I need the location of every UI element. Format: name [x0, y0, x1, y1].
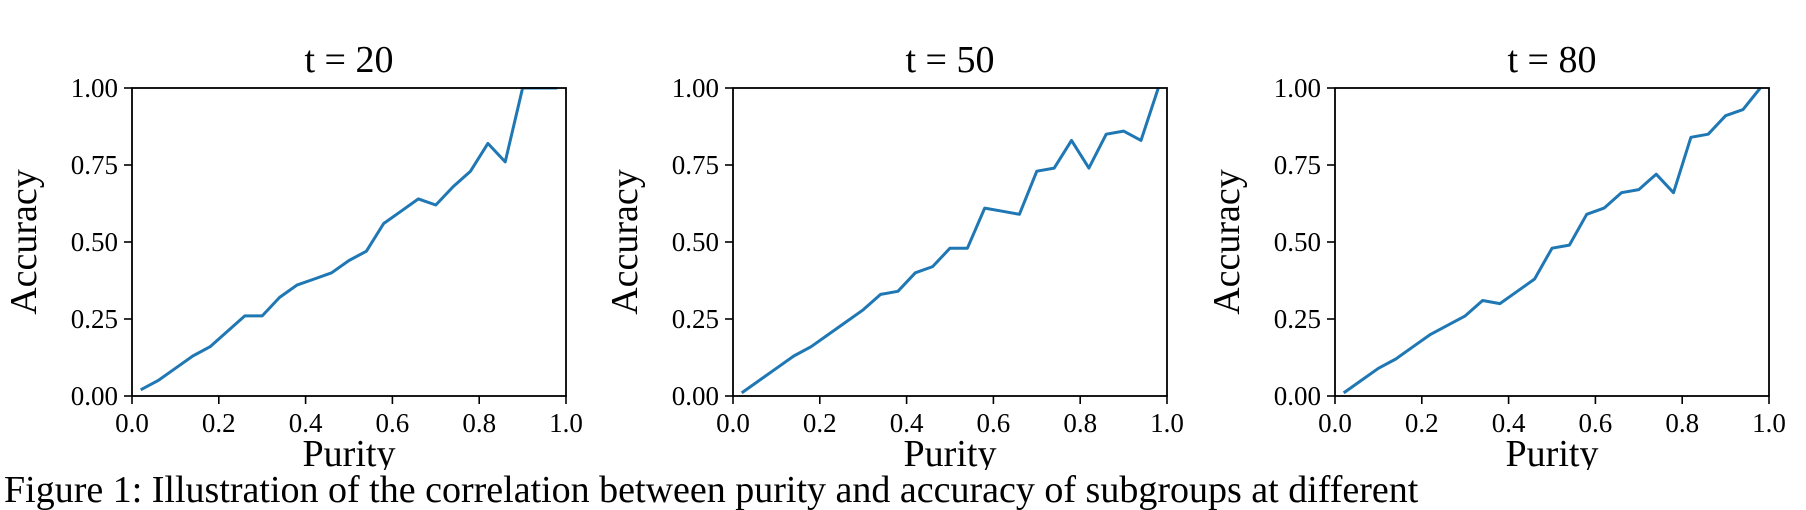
- x-tick-label: 0.6: [977, 408, 1011, 438]
- y-tick-label: 0.50: [1274, 227, 1321, 257]
- y-tick-label: 0.75: [672, 150, 719, 180]
- x-axis-label: Purity: [1506, 433, 1599, 470]
- data-line: [1342, 87, 1762, 395]
- chart-panel-2: 0.0 0.2 0.4 0.6 0.8 1.0 0.00 0.25 0.50 0.75 1.00 t …: [604, 39, 1184, 470]
- figure-canvas: 0.0 0.2 0.4 0.6 0.8 1.0 0.00 0.25 0.50 0.75 1.00 t …: [3, 39, 1786, 470]
- figure-caption: Figure 1: Illustration of the correlatio…: [0, 470, 1806, 510]
- y-axis-label: Accuracy: [604, 169, 646, 315]
- x-tick-label: 1.0: [1752, 408, 1786, 438]
- chart-panel-1: 0.0 0.2 0.4 0.6 0.8 1.0 0.00 0.25 0.50 0.75 1.00 t …: [3, 39, 583, 470]
- chart-panel-3: 0.0 0.2 0.4 0.6 0.8 1.0 0.00 0.25 0.50 0.75 1.00 t …: [1206, 39, 1786, 470]
- x-tick-label: 1.0: [549, 408, 583, 438]
- y-tick-label: 0.00: [1274, 381, 1321, 411]
- y-tick-label: 1.00: [71, 73, 118, 103]
- y-tick-label: 0.00: [672, 381, 719, 411]
- x-tick-label: 0.0: [716, 408, 750, 438]
- axes-frame: [732, 87, 1168, 397]
- x-tick-label: 0.4: [890, 408, 924, 438]
- x-tick-label: 0.8: [1063, 408, 1097, 438]
- y-axis-label: Accuracy: [1206, 169, 1248, 315]
- y-tick-label: 0.50: [672, 227, 719, 257]
- data-line: [740, 87, 1160, 395]
- y-axis-label: Accuracy: [3, 169, 45, 315]
- chart-title: t = 80: [1508, 39, 1597, 81]
- y-tick-label: 0.25: [1274, 304, 1321, 334]
- chart-title: t = 50: [906, 39, 995, 81]
- x-tick-label: 0.4: [1492, 408, 1526, 438]
- y-tick-label: 0.00: [71, 381, 118, 411]
- chart-title: t = 20: [305, 39, 394, 81]
- x-tick-label: 0.0: [115, 408, 149, 438]
- figure-caption-text: Figure 1: Illustration of the correlatio…: [4, 470, 1419, 510]
- x-axis-label: Purity: [904, 433, 997, 470]
- y-tick-label: 0.75: [71, 150, 118, 180]
- x-tick-label: 0.2: [803, 408, 837, 438]
- x-tick-label: 0.4: [289, 408, 323, 438]
- x-tick-label: 1.0: [1150, 408, 1184, 438]
- x-tick-label: 0.2: [1405, 408, 1439, 438]
- y-tick-label: 0.25: [71, 304, 118, 334]
- x-tick-label: 0.2: [202, 408, 236, 438]
- x-tick-label: 0.8: [462, 408, 496, 438]
- y-tick-label: 0.50: [71, 227, 118, 257]
- x-tick-label: 0.6: [376, 408, 410, 438]
- y-tick-label: 0.25: [672, 304, 719, 334]
- x-tick-label: 0.8: [1665, 408, 1699, 438]
- x-tick-label: 0.0: [1318, 408, 1352, 438]
- axes-frame: [131, 87, 567, 397]
- y-tick-label: 0.75: [1274, 150, 1321, 180]
- data-line: [139, 87, 558, 392]
- x-tick-label: 0.6: [1579, 408, 1613, 438]
- x-axis-label: Purity: [303, 433, 396, 470]
- y-tick-label: 1.00: [1274, 73, 1321, 103]
- y-tick-label: 1.00: [672, 73, 719, 103]
